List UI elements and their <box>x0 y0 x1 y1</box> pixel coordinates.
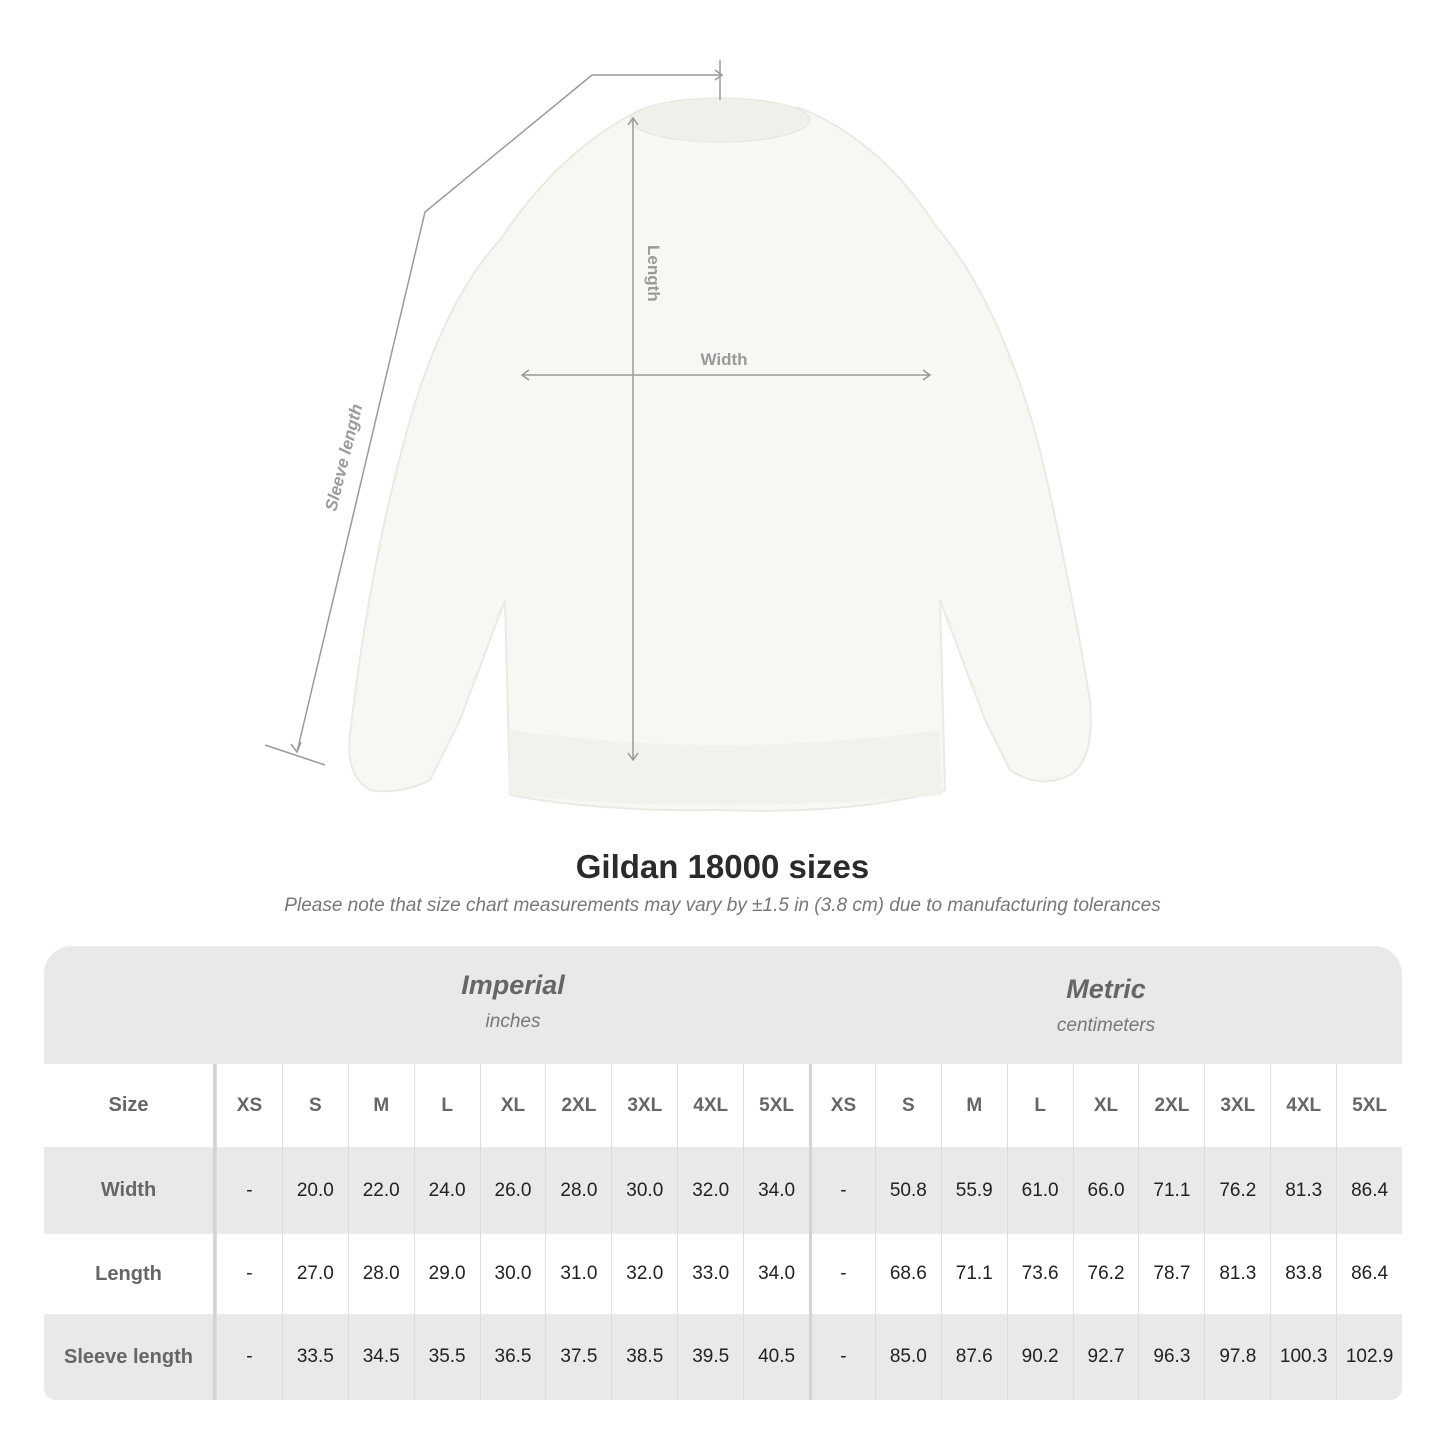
size-header-cell: 5XL <box>743 1064 809 1147</box>
row-label: Sleeve length <box>44 1314 216 1400</box>
metric-value-cell: 87.6 <box>940 1314 1007 1400</box>
table-row: Sleeve length -33.5 34.5 35.5 36.5 37.5 38.5 39… <box>44 1314 1402 1400</box>
dimension-lines <box>264 60 932 766</box>
length-label: Length <box>644 245 663 302</box>
size-header-cell: L <box>1006 1064 1073 1147</box>
metric-value-cell: 50.8 <box>874 1147 941 1234</box>
imperial-value-cell: 27.0 <box>281 1234 348 1314</box>
imperial-value-cell: 29.0 <box>413 1234 480 1314</box>
imperial-value-cell: 36.5 <box>479 1314 546 1400</box>
imperial-value-cell: 22.0 <box>347 1147 414 1234</box>
metric-value-cell: 71.1 <box>940 1234 1007 1314</box>
size-header-row: Size XS S M L XL 2XL 3XL 4XL 5XL XS S M L XL 2XL 3XL 4XL 5… <box>44 1064 1402 1147</box>
imperial-unit: inches <box>485 1011 541 1032</box>
size-header-cell: 3XL <box>611 1064 677 1147</box>
row-label: Width <box>44 1147 216 1234</box>
imperial-title: Imperial <box>461 970 565 1000</box>
imperial-value-cell: 31.0 <box>545 1234 611 1314</box>
imperial-value-cell: 39.5 <box>677 1314 743 1400</box>
metric-title: Metric <box>1066 974 1146 1004</box>
sleeve-length-label: Sleeve length <box>321 402 366 513</box>
size-label: Size <box>44 1064 216 1147</box>
metric-value-cell: 83.8 <box>1270 1234 1336 1314</box>
metric-value-cell: - <box>809 1314 875 1400</box>
metric-value-cell: 76.2 <box>1204 1147 1270 1234</box>
metric-value-cell: 71.1 <box>1138 1147 1204 1234</box>
size-header-cell: 4XL <box>677 1064 743 1147</box>
metric-value-cell: 97.8 <box>1204 1314 1270 1400</box>
size-header-cell: S <box>874 1064 941 1147</box>
imperial-value-cell: - <box>216 1234 282 1314</box>
metric-value-cell: 81.3 <box>1204 1234 1270 1314</box>
imperial-value-cell: 34.0 <box>743 1234 809 1314</box>
size-header-cell: 4XL <box>1270 1064 1336 1147</box>
size-header-cell: M <box>347 1064 414 1147</box>
size-header-cell: XL <box>1072 1064 1139 1147</box>
size-header-cell: 2XL <box>545 1064 611 1147</box>
imperial-value-cell: 33.5 <box>281 1314 348 1400</box>
metric-value-cell: 92.7 <box>1072 1314 1139 1400</box>
imperial-value-cell: 28.0 <box>347 1234 414 1314</box>
imperial-value-cell: 40.5 <box>743 1314 809 1400</box>
metric-value-cell: 86.4 <box>1336 1147 1402 1234</box>
metric-value-cell: 66.0 <box>1072 1147 1139 1234</box>
imperial-value-cell: 26.0 <box>479 1147 546 1234</box>
imperial-value-cell: 37.5 <box>545 1314 611 1400</box>
metric-value-cell: 86.4 <box>1336 1234 1402 1314</box>
page-title: Gildan 18000 sizes <box>575 848 870 885</box>
imperial-value-cell: 30.0 <box>611 1147 677 1234</box>
metric-value-cell: 55.9 <box>940 1147 1007 1234</box>
metric-value-cell: 61.0 <box>1006 1147 1073 1234</box>
imperial-value-cell: 32.0 <box>677 1147 743 1234</box>
imperial-value-cell: 33.0 <box>677 1234 743 1314</box>
table-row: Length -27.0 28.0 29.0 30.0 31.0 32.0 33.0 34.0-… <box>44 1234 1402 1314</box>
imperial-value-cell: 38.5 <box>611 1314 677 1400</box>
size-header-cell: M <box>940 1064 1007 1147</box>
imperial-value-cell: 30.0 <box>479 1234 546 1314</box>
metric-value-cell: - <box>809 1234 875 1314</box>
imperial-value-cell: 28.0 <box>545 1147 611 1234</box>
imperial-value-cell: 34.0 <box>743 1147 809 1234</box>
imperial-value-cell: - <box>216 1147 282 1234</box>
metric-value-cell: 85.0 <box>874 1314 941 1400</box>
row-label: Length <box>44 1234 216 1314</box>
imperial-value-cell: 32.0 <box>611 1234 677 1314</box>
metric-header: Metric centimeters <box>810 946 1402 1064</box>
size-header-cell: XS <box>809 1064 875 1147</box>
metric-value-cell: 68.6 <box>874 1234 941 1314</box>
sweatshirt-image <box>348 97 1092 812</box>
imperial-value-cell: 20.0 <box>281 1147 348 1234</box>
metric-value-cell: - <box>809 1147 875 1234</box>
imperial-value-cell: 24.0 <box>413 1147 480 1234</box>
size-table: Imperial inches Metric centimeters Size X… <box>44 946 1402 1400</box>
size-header-cell: 2XL <box>1138 1064 1204 1147</box>
size-header-cell: 3XL <box>1204 1064 1270 1147</box>
metric-value-cell: 78.7 <box>1138 1234 1204 1314</box>
imperial-value-cell: - <box>216 1314 282 1400</box>
sweatshirt-diagram: Length Width Sleeve length <box>264 60 1092 812</box>
size-header-cell: XL <box>479 1064 546 1147</box>
metric-value-cell: 96.3 <box>1138 1314 1204 1400</box>
width-label: Width <box>700 350 747 369</box>
metric-unit: centimeters <box>1056 1015 1156 1036</box>
table-row: Width -20.0 22.0 24.0 26.0 28.0 30.0 32.0 34.0-5… <box>44 1147 1402 1234</box>
size-header-cell: S <box>281 1064 348 1147</box>
imperial-value-cell: 35.5 <box>413 1314 480 1400</box>
metric-value-cell: 81.3 <box>1270 1147 1336 1234</box>
size-header-cell: XS <box>216 1064 282 1147</box>
metric-value-cell: 76.2 <box>1072 1234 1139 1314</box>
tolerance-note: Please note that size chart measurements… <box>284 895 1161 916</box>
size-header-cell: L <box>413 1064 480 1147</box>
size-header-cell: 5XL <box>1336 1064 1402 1147</box>
imperial-header: Imperial inches <box>216 946 810 1064</box>
imperial-value-cell: 34.5 <box>347 1314 414 1400</box>
metric-value-cell: 100.3 <box>1270 1314 1336 1400</box>
metric-value-cell: 90.2 <box>1006 1314 1073 1400</box>
metric-value-cell: 102.9 <box>1336 1314 1402 1400</box>
metric-value-cell: 73.6 <box>1006 1234 1073 1314</box>
